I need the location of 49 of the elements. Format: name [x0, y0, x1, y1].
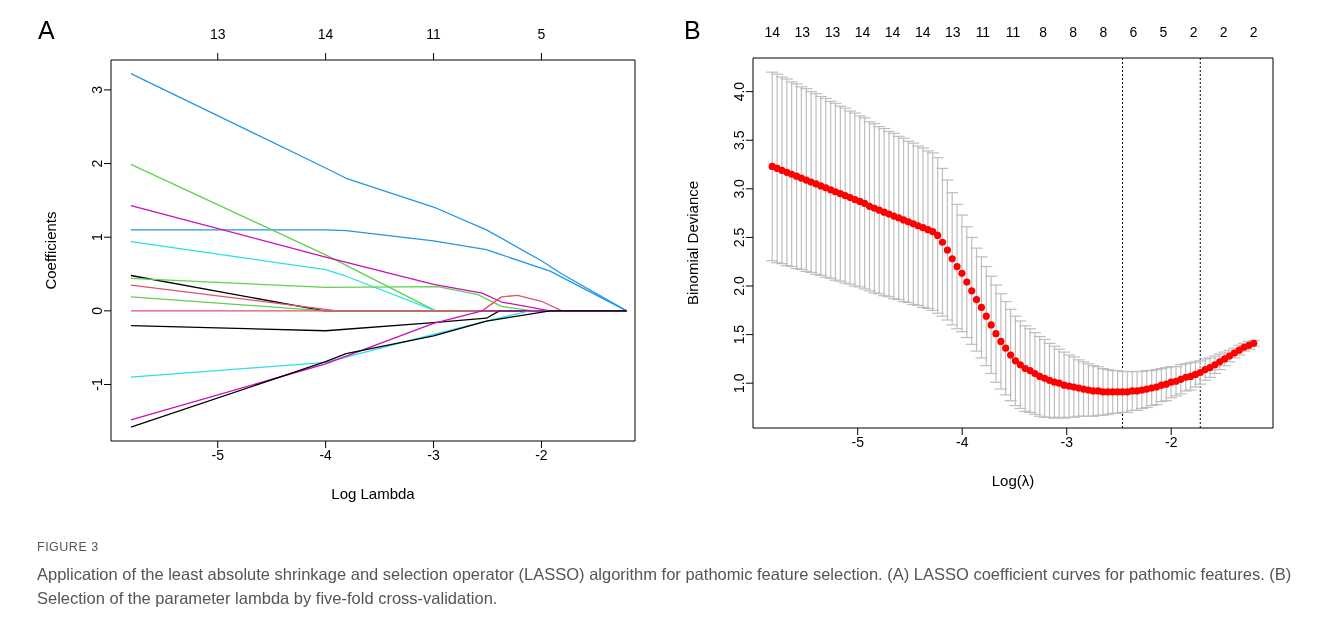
text: 8	[1099, 24, 1108, 40]
text: 13	[824, 24, 841, 40]
text: 8	[1069, 24, 1078, 40]
text: 13	[945, 24, 961, 40]
y-tick-label: 3.0	[731, 178, 747, 199]
y-tick-label: 1.5	[731, 324, 747, 345]
x-tick-label: -5	[211, 446, 225, 463]
x-tick-label: -2	[535, 446, 548, 463]
chart-title: B	[684, 16, 701, 45]
x-tick-label: -2	[1164, 433, 1178, 450]
y-tick-label: -1	[89, 378, 105, 391]
text: 13	[209, 26, 226, 42]
text: 11	[426, 26, 442, 42]
x-tick-label: -5	[851, 433, 865, 450]
y-axis-title: Coefficients	[42, 211, 60, 290]
y-axis-title: Binomial Deviance	[684, 180, 702, 306]
y-tick-label: 2	[89, 159, 105, 168]
text: 14	[317, 26, 334, 42]
text: 5	[1159, 24, 1168, 40]
text: 2	[1249, 24, 1258, 40]
x-tick-label: -3	[1060, 433, 1074, 450]
text: 11	[1005, 24, 1021, 40]
text: 8	[1039, 24, 1048, 40]
caption: FIGURE 3	[37, 540, 100, 554]
x-axis-title: Log Lambda	[331, 485, 416, 502]
chart-title: A	[38, 16, 55, 45]
y-tick-label: 2.5	[731, 227, 747, 248]
x-tick-label: -3	[427, 446, 440, 463]
text: Application of the least absolute shrinkage and selection operator (LASSO) algorithm for pathomic feature selection. (A) LASSO coefficient curves for pathomic features. (B) Selection of the parameter lambda by five-fold cross-validation.	[37, 564, 1293, 609]
text: 14	[854, 24, 871, 40]
text: 2	[1189, 24, 1198, 40]
text: 13	[794, 24, 811, 40]
text: 14	[914, 24, 931, 40]
y-tick-label: 1.0	[731, 373, 747, 393]
y-tick-label: 2.0	[731, 276, 747, 296]
y-tick-label: 0	[89, 306, 105, 315]
x-tick-label: -4	[955, 433, 969, 450]
y-tick-label: 4.0	[731, 81, 747, 102]
y-tick-label: 1	[89, 233, 105, 242]
text: 11	[975, 24, 991, 40]
x-axis-title: Log(λ)	[991, 472, 1035, 489]
text: 2	[1219, 24, 1228, 40]
y-tick-label: 3.5	[731, 130, 747, 150]
text: 14	[884, 24, 901, 40]
y-tick-label: 3	[89, 85, 105, 94]
text: 5	[537, 26, 546, 42]
x-tick-label: -4	[319, 446, 333, 463]
text: 6	[1129, 24, 1138, 40]
text: 14	[764, 24, 781, 40]
